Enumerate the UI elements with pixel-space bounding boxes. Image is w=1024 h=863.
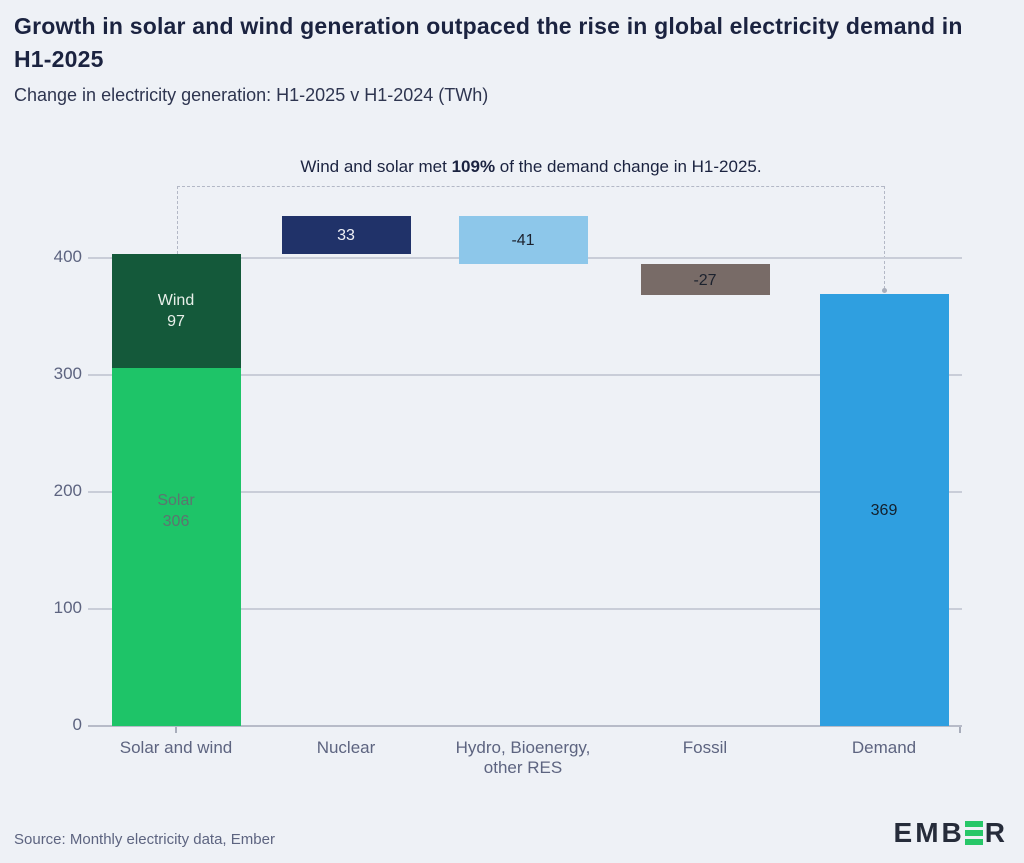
ember-logo: EMB R	[894, 817, 1008, 849]
bar-value-label: Solar 306	[157, 492, 195, 531]
chart-annotation: Wind and solar met 109% of the demand ch…	[177, 157, 885, 177]
x-axis-category-label: Demand	[851, 738, 917, 757]
bar-fossil	[640, 263, 770, 296]
bar-segment-solar	[111, 367, 241, 726]
y-axis-tick-label: 300	[53, 364, 82, 383]
ember-green-e-icon	[964, 821, 983, 845]
logo-text-emb: EMB	[893, 817, 965, 848]
bar-hydro-bioenergy-other-res	[458, 215, 588, 264]
annotation-connector-dot	[882, 288, 887, 293]
y-axis-tick-label: 100	[53, 598, 82, 617]
annotation-connector-right	[884, 186, 885, 289]
source-note: Source: Monthly electricity data, Ember	[14, 831, 275, 848]
x-axis-category-label: Solar and wind	[119, 738, 233, 757]
gridline-200	[88, 491, 962, 493]
annotation-suffix: of the demand change in H1-2025.	[495, 157, 762, 176]
annotation-highlight: 109%	[451, 157, 496, 176]
chart-title: Growth in solar and wind generation outp…	[14, 13, 963, 72]
bar-demand	[819, 294, 949, 726]
gridline-100	[88, 608, 962, 610]
gridline-300	[88, 374, 962, 376]
axis-tick	[959, 727, 961, 733]
y-axis-tick-label: 200	[53, 481, 82, 500]
x-axis-category-label: Fossil	[682, 738, 728, 757]
bar-value-label: -41	[511, 231, 535, 249]
annotation-connector-left	[177, 186, 178, 254]
y-axis-tick-label: 400	[53, 247, 82, 266]
y-axis-tick-label: 0	[72, 715, 82, 734]
axis-tick	[175, 727, 177, 733]
bar-value-label: 369	[870, 502, 898, 520]
gridline-0	[88, 725, 962, 727]
bar-value-label: Wind 97	[157, 292, 195, 331]
bar-value-label: 33	[337, 227, 355, 245]
bar-nuclear	[281, 215, 411, 255]
bar-segment-wind	[111, 254, 241, 368]
bar-value-label: -27	[693, 271, 717, 289]
annotation-connector-top	[177, 186, 884, 187]
logo-text-r: R	[984, 817, 1008, 848]
x-axis-category-label: Nuclear	[316, 738, 376, 757]
x-axis-category-label: Hydro, Bioenergy, other RES	[455, 738, 591, 777]
annotation-prefix: Wind and solar met	[300, 157, 452, 176]
chart-subtitle: Change in electricity generation: H1-202…	[14, 85, 489, 105]
